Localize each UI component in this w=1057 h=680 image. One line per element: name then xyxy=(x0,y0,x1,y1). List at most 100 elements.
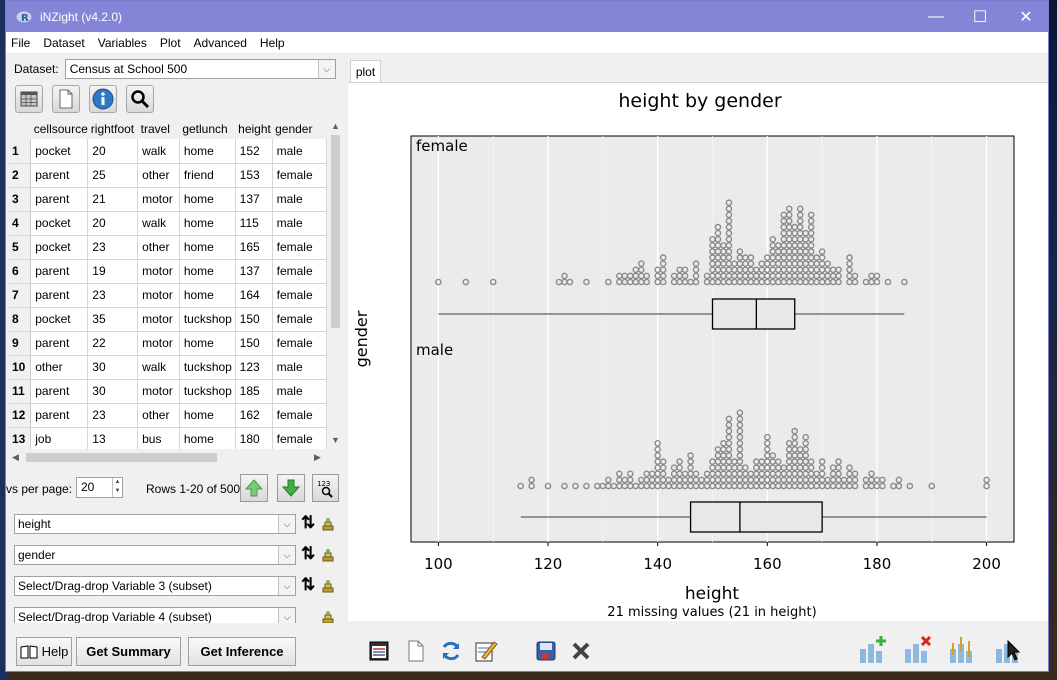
row-number[interactable]: 9 xyxy=(9,331,32,356)
chevron-down-icon[interactable]: ⌵ xyxy=(278,608,295,626)
refresh-icon[interactable] xyxy=(439,639,463,663)
remove-additions-icon[interactable] xyxy=(903,635,933,665)
height-cell[interactable]: 162 xyxy=(235,403,273,428)
rightfoot-cell[interactable]: 19 xyxy=(87,259,139,284)
variable-4-select[interactable]: Select/Drag-drop Variable 4 (subset) ⌵ xyxy=(14,607,296,627)
height-cell[interactable]: 153 xyxy=(235,163,273,188)
rightfoot-cell[interactable]: 22 xyxy=(87,331,139,356)
gender-cell[interactable]: female xyxy=(272,235,327,260)
travel-cell[interactable]: motor xyxy=(137,259,180,284)
row-number[interactable]: 6 xyxy=(9,259,32,284)
chevron-down-icon[interactable]: ⌵ xyxy=(278,577,295,595)
gender-cell[interactable]: male xyxy=(272,139,327,164)
travel-cell[interactable]: other xyxy=(137,235,180,260)
menu-help[interactable]: Help xyxy=(259,35,285,50)
plot-options-icon[interactable] xyxy=(368,639,392,663)
row-number[interactable]: 11 xyxy=(9,379,32,404)
scroll-up-icon[interactable]: ▲ xyxy=(331,121,340,131)
chevron-down-icon[interactable]: ⌵ xyxy=(317,60,335,78)
gender-cell[interactable]: female xyxy=(272,163,327,188)
column-header[interactable]: travel xyxy=(137,119,180,139)
getlunch-cell[interactable]: home xyxy=(179,331,236,356)
cellsource-cell[interactable]: parent xyxy=(30,379,89,404)
getlunch-cell[interactable]: home xyxy=(179,427,236,449)
delete-icon[interactable] xyxy=(569,639,593,663)
getlunch-cell[interactable]: home xyxy=(179,403,236,428)
menu-advanced[interactable]: Advanced xyxy=(193,35,247,50)
travel-cell[interactable]: walk xyxy=(137,211,180,236)
row-number[interactable]: 1 xyxy=(9,139,32,164)
rightfoot-cell[interactable]: 23 xyxy=(87,283,139,308)
chevron-down-icon[interactable]: ⌵ xyxy=(278,515,295,533)
getlunch-cell[interactable]: home xyxy=(179,235,236,260)
cellsource-cell[interactable]: parent xyxy=(30,331,89,356)
search-button[interactable] xyxy=(126,85,154,113)
clear-variable-icon[interactable] xyxy=(322,579,334,593)
menu-dataset[interactable]: Dataset xyxy=(43,35,85,50)
get-inference-button[interactable]: Get Inference xyxy=(188,637,296,666)
swap-variables-icon[interactable]: ⇅ xyxy=(301,575,316,594)
rightfoot-cell[interactable]: 30 xyxy=(87,379,139,404)
rightfoot-cell[interactable]: 23 xyxy=(87,235,139,260)
getlunch-cell[interactable]: tuckshop xyxy=(179,355,236,380)
getlunch-cell[interactable]: home xyxy=(179,211,236,236)
gender-cell[interactable]: male xyxy=(272,379,327,404)
row-number[interactable]: 13 xyxy=(9,427,32,449)
travel-cell[interactable]: other xyxy=(137,403,180,428)
table-vertical-scrollbar[interactable]: ▲ ▼ xyxy=(328,119,343,449)
chevron-down-icon[interactable]: ⌵ xyxy=(278,546,295,564)
getlunch-cell[interactable]: home xyxy=(179,139,236,164)
column-header[interactable]: height xyxy=(235,119,273,139)
cellsource-cell[interactable]: pocket xyxy=(30,211,89,236)
getlunch-cell[interactable]: tuckshop xyxy=(179,307,236,332)
variable-2-select[interactable]: gender ⌵ xyxy=(14,545,296,565)
travel-cell[interactable]: motor xyxy=(137,283,180,308)
menu-file[interactable]: File xyxy=(11,35,31,50)
cellsource-cell[interactable]: job xyxy=(30,427,89,449)
gender-cell[interactable]: female xyxy=(272,307,327,332)
cellsource-cell[interactable]: pocket xyxy=(30,235,89,260)
previous-page-button[interactable] xyxy=(240,474,268,502)
table-row[interactable]: 6 parent 19 motor home 137 female xyxy=(9,259,327,284)
travel-cell[interactable]: bus xyxy=(137,427,180,449)
table-row[interactable]: 13 job 13 bus home 180 female xyxy=(9,427,327,449)
travel-cell[interactable]: motor xyxy=(137,187,180,212)
cellsource-cell[interactable]: other xyxy=(30,355,89,380)
clear-variable-icon[interactable] xyxy=(322,517,334,531)
rightfoot-cell[interactable]: 25 xyxy=(87,163,139,188)
table-row[interactable]: 9 parent 22 motor home 150 female xyxy=(9,331,327,356)
table-row[interactable]: 5 pocket 23 other home 165 female xyxy=(9,235,327,260)
gender-cell[interactable]: male xyxy=(272,187,327,212)
table-horizontal-scrollbar[interactable]: ◀ ▶ xyxy=(9,449,327,465)
height-cell[interactable]: 150 xyxy=(235,307,273,332)
cellsource-cell[interactable]: parent xyxy=(30,187,89,212)
info-button[interactable] xyxy=(89,85,117,113)
column-header[interactable]: gender xyxy=(272,119,327,139)
rightfoot-cell[interactable]: 21 xyxy=(87,187,139,212)
height-cell[interactable]: 137 xyxy=(235,187,273,212)
travel-cell[interactable]: walk xyxy=(137,355,180,380)
swap-variables-icon[interactable]: ⇅ xyxy=(301,544,316,563)
new-plot-icon[interactable] xyxy=(404,639,428,663)
scroll-thumb[interactable] xyxy=(26,453,217,462)
travel-cell[interactable]: motor xyxy=(137,379,180,404)
rightfoot-cell[interactable]: 23 xyxy=(87,403,139,428)
table-row[interactable]: 12 parent 23 other home 162 female xyxy=(9,403,327,428)
get-summary-button[interactable]: Get Summary xyxy=(76,637,181,666)
identify-points-icon[interactable] xyxy=(994,635,1024,665)
table-row[interactable]: 3 parent 21 motor home 137 male xyxy=(9,187,327,212)
clear-variable-icon[interactable] xyxy=(322,548,334,562)
variable-3-select[interactable]: Select/Drag-drop Variable 3 (subset) ⌵ xyxy=(14,576,296,596)
travel-cell[interactable]: motor xyxy=(137,307,180,332)
data-view-button[interactable] xyxy=(15,85,43,113)
spin-down-icon[interactable]: ▼ xyxy=(114,488,121,494)
column-header[interactable]: rightfoot xyxy=(87,119,138,139)
column-header[interactable]: cellsource xyxy=(30,119,88,139)
gender-cell[interactable]: female xyxy=(272,283,327,308)
swap-variables-icon[interactable]: ⇅ xyxy=(301,513,316,532)
getlunch-cell[interactable]: home xyxy=(179,283,236,308)
gender-cell[interactable]: female xyxy=(272,427,327,449)
close-window-button[interactable]: ✕ xyxy=(1019,8,1033,26)
rightfoot-cell[interactable]: 20 xyxy=(87,211,139,236)
next-page-button[interactable] xyxy=(277,474,305,502)
